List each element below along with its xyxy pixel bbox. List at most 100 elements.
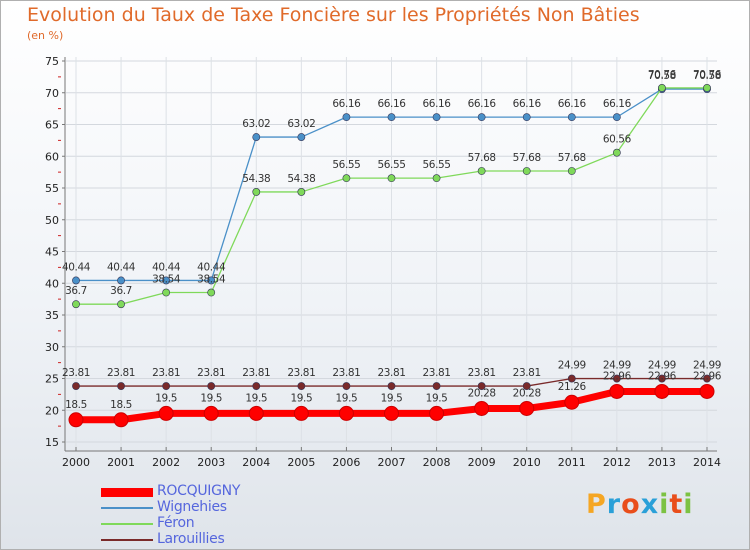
data-label-Wignehies-2004: 63.02 [242,118,270,130]
point-Féron-2005 [297,188,306,196]
data-label-Larouillies-2005: 23.81 [287,367,315,379]
data-label-Féron-2004: 54.38 [242,173,270,185]
point-Larouillies-2011 [567,374,576,383]
point-Larouillies-2003 [207,382,216,390]
y-tick-label-60: 60 [45,150,59,163]
data-labels: 18.5 18.5 19.5 19.5 19.5 19.5 19.5 19.5 19.5 20.2… [62,69,722,411]
data-label-Wignehies-2005: 63.02 [287,118,315,130]
x-tick-label-2014: 2014 [693,456,721,469]
x-tick-label-2000: 2000 [62,456,90,469]
point-Larouillies-2012 [612,374,621,383]
point-Larouillies-2008 [432,382,441,390]
y-tick-label-25: 25 [45,373,59,386]
point-Larouillies-2007 [387,382,396,390]
data-label-Wignehies-2006: 66.16 [332,98,361,110]
chart-title: Evolution du Taux de Taxe Foncière sur l… [27,4,640,26]
point-ROCQUIGNY-2002 [158,405,174,421]
legend-label: Féron [157,515,195,531]
legend-label: Wignehies [157,499,227,515]
point-Larouillies-2010 [522,382,531,390]
point-Larouillies-2000 [72,382,80,390]
x-tick-label-2009: 2009 [468,456,496,469]
x-tick-label-2007: 2007 [378,456,406,469]
data-label-ROCQUIGNY-2002: 19.5 [155,392,177,404]
data-label-Larouillies-2003: 23.81 [197,367,225,379]
legend-swatch [101,523,153,525]
point-Wignehies-2004 [252,133,261,141]
point-Féron-2003 [207,288,216,297]
point-ROCQUIGNY-2012 [609,383,625,399]
data-label-ROCQUIGNY-2008: 19.5 [426,392,448,404]
x-tick-label-2005: 2005 [287,456,315,469]
data-label-Wignehies-2000: 40.44 [62,261,91,273]
point-ROCQUIGNY-2003 [203,405,219,421]
data-label-ROCQUIGNY-2011: 21.26 [558,381,587,393]
y-tick-label-70: 70 [45,87,59,100]
point-Féron-2000 [72,300,80,309]
point-Wignehies-2000 [72,276,80,285]
x-tick-label-2010: 2010 [513,456,541,469]
data-label-Féron-2001: 36.7 [110,285,132,297]
point-Féron-2014 [703,84,711,92]
logo-letter: r [606,489,622,520]
data-label-Wignehies-2013: 70.58 [648,70,676,82]
point-Féron-2010 [522,167,531,175]
point-ROCQUIGNY-2007 [384,405,399,421]
data-label-ROCQUIGNY-2006: 19.5 [336,392,358,404]
x-tick-label-2013: 2013 [648,456,676,469]
x-tick-label-2004: 2004 [242,456,270,469]
logo-letter: x [640,489,660,520]
data-label-Larouillies-2007: 23.81 [377,367,405,379]
point-Larouillies-2006 [342,382,351,390]
point-Wignehies-2006 [342,113,351,122]
data-label-ROCQUIGNY-2014: 22.96 [693,370,722,382]
data-label-Féron-2009: 57.68 [468,152,496,164]
series-group [68,84,715,428]
data-label-ROCQUIGNY-2001: 18.5 [110,399,132,411]
data-label-Larouillies-2011: 24.99 [558,360,586,372]
data-label-ROCQUIGNY-2000: 18.5 [65,399,87,411]
data-label-ROCQUIGNY-2009: 20.28 [468,387,496,399]
legend-label: ROCQUIGNY [157,483,241,499]
x-tick-label-2006: 2006 [332,456,360,469]
data-label-ROCQUIGNY-2004: 19.5 [245,392,267,404]
point-Wignehies-2011 [567,113,576,122]
x-tick-label-2011: 2011 [558,456,586,469]
data-label-Wignehies-2011: 66.16 [558,98,587,110]
y-tick-label-35: 35 [45,309,59,322]
data-label-Féron-2006: 56.55 [332,159,360,171]
data-label-ROCQUIGNY-2012: 22.96 [603,370,632,382]
data-label-Féron-2005: 54.38 [287,173,315,185]
data-label-Larouillies-2014: 24.99 [693,360,721,372]
data-label-Féron-2011: 57.68 [558,152,586,164]
point-Féron-2011 [567,167,576,175]
point-Féron-2006 [342,174,351,183]
point-ROCQUIGNY-2004 [248,405,264,421]
legend-swatch [101,487,153,497]
data-label-Wignehies-2002: 40.44 [152,261,181,273]
data-label-Féron-2003: 38.54 [197,274,226,286]
data-label-Larouillies-2001: 23.81 [107,367,135,379]
point-ROCQUIGNY-2011 [564,394,580,410]
point-Féron-2004 [252,188,261,196]
legend-label: Larouillies [157,531,225,547]
point-Wignehies-2012 [612,113,621,122]
point-Wignehies-2003 [207,276,216,285]
data-label-Larouillies-2004: 23.81 [242,367,270,379]
y-tick-label-40: 40 [45,277,59,290]
data-label-Féron-2010: 57.68 [513,152,541,164]
data-label-Wignehies-2003: 40.44 [197,261,226,273]
data-label-Larouillies-2010: 23.81 [513,367,541,379]
logo-letter: P [586,489,607,520]
x-tick-label-2012: 2012 [603,456,631,469]
chart-unit-label: (en %) [27,29,64,42]
point-Féron-2001 [117,300,125,309]
data-label-ROCQUIGNY-2013: 22.96 [648,370,677,382]
point-Wignehies-2005 [297,133,306,141]
logo-letter: o [621,489,641,520]
data-label-Féron-2007: 56.55 [377,159,405,171]
data-label-ROCQUIGNY-2005: 19.5 [290,392,312,404]
data-label-ROCQUIGNY-2010: 20.28 [513,387,541,399]
x-tick-label-2001: 2001 [107,456,135,469]
